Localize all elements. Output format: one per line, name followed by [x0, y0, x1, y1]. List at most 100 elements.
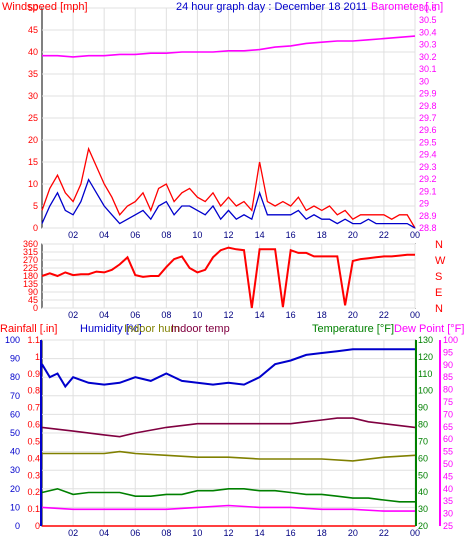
- direction-x-tick-label: 02: [68, 310, 78, 320]
- dew-point-y-tick-label: 40: [443, 484, 453, 494]
- temperature-y-tick-label: 20: [418, 521, 428, 531]
- wind-x-tick-label: 02: [68, 230, 78, 240]
- lower-x-tick-label: 16: [286, 528, 296, 538]
- temperature-label: Temperature [°F]: [312, 323, 394, 335]
- direction-y-tick-label: 180: [23, 271, 38, 281]
- rainfall-y-tick-label: 1.1: [27, 335, 40, 345]
- barometer-line: [42, 35, 416, 58]
- humidity-y-tick-label: 80: [10, 372, 20, 382]
- humidity-line: [41, 348, 415, 389]
- temperature-y-tick-label: 120: [418, 352, 433, 362]
- barometer-y-tick-label: 29.5: [419, 137, 437, 147]
- compass-label: N: [435, 239, 443, 251]
- barometer-y-tick-label: 30.6: [419, 3, 437, 13]
- wind-x-tick-label: 00: [410, 230, 420, 240]
- barometer-y-tick-label: 29.1: [419, 186, 437, 196]
- humidity-y-tick-label: 90: [10, 354, 20, 364]
- wind-x-tick-label: 20: [348, 230, 358, 240]
- barometer-y-tick-label: 29.3: [419, 162, 437, 172]
- rainfall-y-tick-label: 1: [35, 352, 40, 362]
- wind-y-tick-label: 40: [28, 47, 38, 57]
- rainfall-y-tick-label: 0: [35, 521, 40, 531]
- dew-point-y-tick-label: 50: [443, 459, 453, 469]
- barometer-y-tick-label: 29.7: [419, 113, 437, 123]
- barometer-y-tick-label: 28.8: [419, 223, 437, 233]
- humidity-y-tick-label: 10: [10, 502, 20, 512]
- lower-x-tick-label: 18: [317, 528, 327, 538]
- direction-x-tick-label: 04: [99, 310, 109, 320]
- indoor_temp-line: [41, 417, 416, 438]
- rainfall-y-tick-label: 0.4: [27, 453, 40, 463]
- rainfall-y-tick-label: 0.8: [27, 386, 40, 396]
- dew_point-line: [41, 504, 415, 512]
- wind-x-tick-label: 16: [286, 230, 296, 240]
- direction-y-tick-label: 270: [23, 255, 38, 265]
- wind-x-tick-label: 14: [255, 230, 265, 240]
- barometer-y-tick-label: 30.2: [419, 52, 437, 62]
- barometer-y-tick-label: 29.8: [419, 101, 437, 111]
- wind-y-tick-label: 5: [33, 201, 38, 211]
- direction-x-tick-label: 00: [410, 310, 420, 320]
- dew-point-y-tick-label: 70: [443, 409, 453, 419]
- rainfall-label: Rainfall [.in]: [0, 323, 57, 335]
- barometer-y-tick-label: 29.4: [419, 150, 437, 160]
- wind-avg-line: [41, 178, 416, 229]
- direction-x-tick-label: 16: [286, 310, 296, 320]
- barometer-y-tick-label: 29.2: [419, 174, 437, 184]
- wind-x-tick-label: 08: [161, 230, 171, 240]
- rainfall-y-tick-label: 0.9: [27, 369, 40, 379]
- dew-point-y-tick-label: 75: [443, 397, 453, 407]
- dew-point-label: Dew Point [°F]: [394, 323, 464, 335]
- lower-x-tick-label: 00: [410, 528, 420, 538]
- direction-x-tick-label: 14: [255, 310, 265, 320]
- dew-point-y-tick-label: 65: [443, 422, 453, 432]
- humidity-y-tick-label: 60: [10, 409, 20, 419]
- humidity-y-tick-label: 70: [10, 391, 20, 401]
- barometer-y-tick-label: 29.9: [419, 89, 437, 99]
- humidity-y-tick-label: 100: [5, 335, 20, 345]
- direction-x-tick-label: 10: [192, 310, 202, 320]
- temperature-y-tick-label: 100: [418, 386, 433, 396]
- temperature-y-tick-label: 80: [418, 420, 428, 430]
- wind-x-tick-label: 22: [379, 230, 389, 240]
- direction-x-tick-label: 22: [379, 310, 389, 320]
- rainfall-y-tick-label: 0.1: [27, 504, 40, 514]
- dew-point-y-tick-label: 45: [443, 471, 453, 481]
- wind-y-tick-label: 15: [28, 157, 38, 167]
- direction-y-tick-label: 45: [28, 295, 38, 305]
- rainfall-y-tick-label: 0.7: [27, 403, 40, 413]
- barometer-y-tick-label: 30.1: [419, 64, 437, 74]
- rainfall-y-tick-label: 0.3: [27, 470, 40, 480]
- dew-point-y-tick-label: 30: [443, 509, 453, 519]
- temperature-y-tick-label: 90: [418, 403, 428, 413]
- lower-x-tick-label: 20: [348, 528, 358, 538]
- wind-y-tick-label: 25: [28, 113, 38, 123]
- direction-x-tick-label: 08: [161, 310, 171, 320]
- humidity-y-tick-label: 20: [10, 484, 20, 494]
- dew-point-y-tick-label: 95: [443, 347, 453, 357]
- rainfall-y-tick-label: 0.2: [27, 487, 40, 497]
- barometer-axis-label: Barometer [.in]: [371, 1, 443, 13]
- wind-y-tick-label: 30: [28, 91, 38, 101]
- barometer-y-tick-label: 30.5: [419, 15, 437, 25]
- direction-y-tick-label: 135: [23, 279, 38, 289]
- wind-x-tick-label: 06: [130, 230, 140, 240]
- direction-y-tick-label: 0: [33, 303, 38, 313]
- lower-x-tick-label: 08: [161, 528, 171, 538]
- direction-x-tick-label: 12: [223, 310, 233, 320]
- compass-label: S: [435, 271, 442, 283]
- wind-y-tick-label: 35: [28, 69, 38, 79]
- barometer-y-tick-label: 29.6: [419, 125, 437, 135]
- indoor_hum-line: [42, 450, 416, 462]
- barometer-y-tick-label: 30.3: [419, 40, 437, 50]
- temperature-y-tick-label: 70: [418, 436, 428, 446]
- compass-label: E: [435, 287, 442, 299]
- temperature-y-tick-label: 40: [418, 487, 428, 497]
- direction-x-tick-label: 20: [348, 310, 358, 320]
- compass-label: N: [435, 303, 443, 315]
- axes-ticks: 0510152025303540455028.828.92929.129.229…: [5, 3, 458, 538]
- lower-x-tick-label: 22: [379, 528, 389, 538]
- wind-gust-line: [41, 146, 416, 229]
- direction-y-tick-label: 315: [23, 247, 38, 257]
